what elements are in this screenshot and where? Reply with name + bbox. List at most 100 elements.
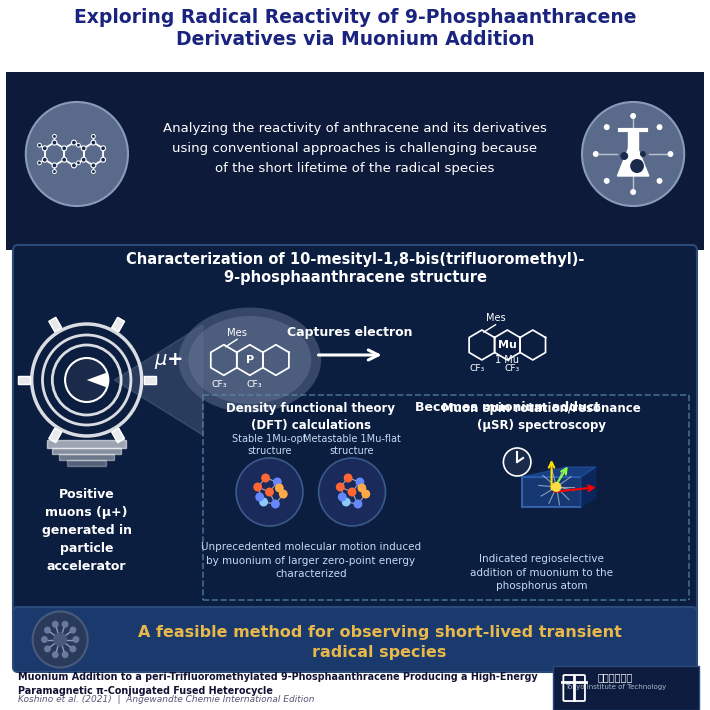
Circle shape — [319, 458, 386, 526]
Circle shape — [33, 611, 88, 667]
Circle shape — [72, 163, 77, 168]
Polygon shape — [522, 477, 581, 507]
Circle shape — [52, 140, 57, 145]
Circle shape — [582, 102, 684, 206]
Text: Positive
muons (μ+)
generated in
particle
accelerator: Positive muons (μ+) generated in particl… — [42, 488, 132, 573]
Circle shape — [640, 151, 646, 157]
Polygon shape — [114, 325, 202, 435]
Polygon shape — [49, 428, 62, 442]
Circle shape — [92, 134, 95, 138]
Circle shape — [43, 146, 47, 151]
Circle shape — [336, 483, 344, 491]
Circle shape — [53, 633, 67, 647]
Polygon shape — [628, 132, 638, 149]
Circle shape — [91, 140, 96, 145]
Circle shape — [43, 157, 47, 162]
Circle shape — [52, 163, 57, 168]
Polygon shape — [618, 149, 649, 176]
Text: CF₃: CF₃ — [469, 364, 484, 373]
Circle shape — [65, 358, 109, 402]
Text: Derivatives via Muonium Addition: Derivatives via Muonium Addition — [175, 30, 535, 49]
Text: Analyzing the reactivity of anthracene and its derivatives
using conventional ap: Analyzing the reactivity of anthracene a… — [163, 122, 547, 175]
Circle shape — [62, 651, 68, 658]
Text: Unprecedented molecular motion induced
by muonium of larger zero-point energy
ch: Unprecedented molecular motion induced b… — [201, 542, 421, 579]
Circle shape — [593, 151, 599, 157]
Polygon shape — [59, 454, 114, 460]
Polygon shape — [18, 376, 30, 384]
Circle shape — [630, 113, 636, 119]
Circle shape — [72, 140, 77, 145]
Text: Stable 1Mu-opt
structure: Stable 1Mu-opt structure — [232, 434, 307, 457]
Wedge shape — [87, 373, 109, 388]
Text: 9-phosphaanthracene structure: 9-phosphaanthracene structure — [224, 270, 486, 285]
Circle shape — [630, 189, 636, 195]
Text: 1 Mu: 1 Mu — [496, 355, 519, 365]
Circle shape — [256, 493, 264, 501]
Circle shape — [552, 482, 562, 492]
Circle shape — [53, 170, 56, 173]
Text: Mes: Mes — [486, 313, 506, 323]
Circle shape — [275, 484, 284, 493]
Circle shape — [52, 651, 59, 658]
Circle shape — [621, 152, 628, 160]
Circle shape — [253, 483, 262, 491]
Circle shape — [630, 159, 644, 173]
Circle shape — [342, 498, 351, 506]
Polygon shape — [67, 460, 106, 466]
Circle shape — [348, 488, 356, 496]
Circle shape — [354, 500, 362, 508]
Circle shape — [52, 621, 59, 628]
Circle shape — [62, 621, 68, 628]
Polygon shape — [111, 428, 124, 442]
Circle shape — [667, 151, 673, 157]
Text: Mes: Mes — [227, 327, 247, 337]
FancyBboxPatch shape — [13, 245, 697, 617]
FancyBboxPatch shape — [13, 607, 697, 672]
Circle shape — [261, 474, 270, 483]
Text: Becomes muonium adduct: Becomes muonium adduct — [415, 401, 600, 414]
Text: CF₃: CF₃ — [505, 364, 520, 373]
Polygon shape — [49, 317, 62, 332]
Circle shape — [91, 163, 96, 168]
Circle shape — [604, 178, 610, 184]
Text: Captures electron: Captures electron — [288, 326, 413, 339]
Circle shape — [77, 143, 80, 147]
Polygon shape — [522, 467, 596, 477]
Circle shape — [279, 489, 288, 498]
FancyBboxPatch shape — [6, 232, 704, 250]
Text: A feasible method for observing short-lived transient: A feasible method for observing short-li… — [138, 626, 621, 640]
Circle shape — [273, 478, 282, 486]
Text: Exploring Radical Reactivity of 9-Phosphaanthracene: Exploring Radical Reactivity of 9-Phosph… — [74, 8, 636, 27]
FancyBboxPatch shape — [6, 667, 704, 710]
Circle shape — [259, 498, 268, 506]
Circle shape — [657, 124, 662, 130]
Text: Indicated regioselective
addition of muonium to the
phosphorus atom: Indicated regioselective addition of muo… — [470, 554, 613, 591]
Circle shape — [236, 458, 303, 526]
Circle shape — [26, 102, 128, 206]
Text: Metastable 1Mu-flat
structure: Metastable 1Mu-flat structure — [303, 434, 401, 457]
Text: Muon spin rotation/resonance
(μSR) spectroscopy: Muon spin rotation/resonance (μSR) spect… — [442, 402, 641, 432]
Circle shape — [344, 474, 353, 483]
Circle shape — [38, 143, 41, 147]
Circle shape — [657, 178, 662, 184]
Circle shape — [44, 645, 51, 652]
Text: CF₃: CF₃ — [247, 380, 263, 389]
Circle shape — [92, 170, 95, 173]
Ellipse shape — [179, 307, 321, 413]
Circle shape — [81, 157, 86, 162]
Text: Density functional theory
(DFT) calculations: Density functional theory (DFT) calculat… — [226, 402, 395, 432]
Circle shape — [62, 157, 67, 162]
Text: CF₃: CF₃ — [211, 380, 226, 389]
Ellipse shape — [188, 316, 311, 404]
Circle shape — [101, 157, 106, 162]
Text: Mu: Mu — [498, 340, 517, 350]
Circle shape — [338, 493, 346, 501]
Circle shape — [70, 627, 77, 633]
Text: Koshino et al. (2021)  |  Angewandte Chemie International Edition: Koshino et al. (2021) | Angewandte Chemi… — [18, 695, 315, 704]
Circle shape — [41, 636, 48, 643]
Text: radical species: radical species — [312, 645, 447, 660]
Text: Characterization of 10-mesityl-1,8-bis(trifluoromethyl)-: Characterization of 10-mesityl-1,8-bis(t… — [126, 252, 584, 267]
Circle shape — [361, 489, 370, 498]
Polygon shape — [581, 467, 596, 507]
FancyBboxPatch shape — [552, 666, 699, 710]
